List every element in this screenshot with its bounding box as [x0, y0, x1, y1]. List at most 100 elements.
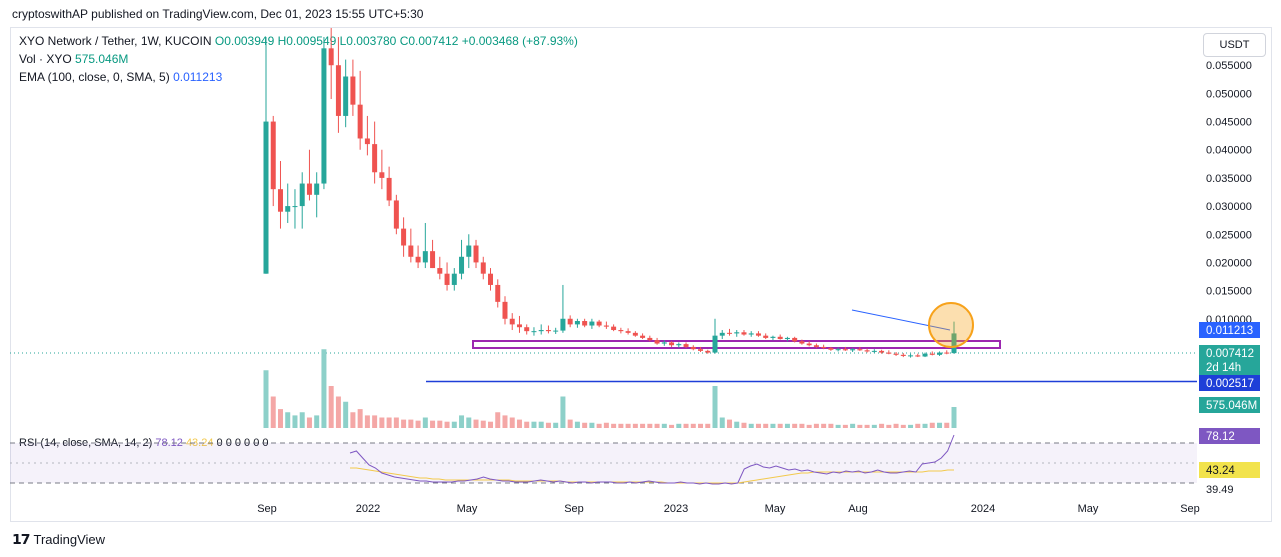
candle-body [589, 321, 595, 326]
rsi-sma-tag-bg [1199, 462, 1260, 478]
candle-body [277, 189, 283, 212]
legend-volume: Vol · XYO 575.046M [19, 52, 128, 66]
candle-body [502, 301, 508, 319]
candle-body [444, 273, 450, 285]
candle-body [480, 262, 486, 274]
volume-bar [784, 423, 790, 428]
y-tick-label: 0.030000 [1206, 201, 1252, 213]
volume-bar [698, 423, 704, 428]
volume-bar [357, 409, 363, 428]
volume-bar [741, 422, 747, 428]
candle-body [314, 183, 320, 195]
ema-label[interactable]: EMA (100, close, 0, SMA, 5) [19, 70, 170, 84]
candle-body [915, 355, 921, 357]
candle-body [842, 349, 848, 351]
x-tick-label: 2023 [664, 503, 688, 515]
candle-body [611, 326, 617, 331]
volume-tag-bg [1199, 397, 1260, 413]
volume-bar [343, 401, 349, 428]
candle-body [828, 348, 834, 350]
volume-label[interactable]: Vol · XYO [19, 52, 72, 66]
volume-bar [864, 424, 870, 428]
y-tick-label: 0.025000 [1206, 229, 1252, 241]
candle-body [509, 318, 515, 325]
volume-tag: 575.046M [1206, 400, 1257, 412]
ema-price-tag: 0.011213 [1206, 325, 1253, 337]
x-tick-label: May [765, 503, 786, 515]
candle-body [270, 121, 276, 190]
y-tick-label: 0.055000 [1206, 60, 1252, 72]
volume-bar [582, 422, 588, 428]
volume-bar [886, 424, 892, 428]
volume-bar [328, 386, 334, 428]
volume-bar [908, 424, 914, 428]
candle-body [879, 350, 885, 353]
x-tick-label: May [1078, 503, 1099, 515]
volume-bar [292, 415, 298, 428]
volume-bar [922, 423, 928, 428]
candle-body [654, 340, 660, 344]
volume-bar [466, 417, 472, 428]
legend-ema: EMA (100, close, 0, SMA, 5) 0.011213 [19, 70, 222, 84]
volume-bar [879, 423, 885, 428]
x-tick-label: Aug [848, 503, 868, 515]
candle-body [908, 355, 914, 357]
y-tick-label: 0.040000 [1206, 145, 1252, 157]
candle-body [328, 48, 334, 66]
candle-body [734, 332, 740, 334]
candle-body [777, 336, 783, 340]
candle-body [495, 284, 501, 302]
volume-bar [415, 420, 421, 428]
rsi-value-tag-bg [1199, 428, 1260, 444]
candle-body [618, 330, 624, 332]
volume-bar [669, 424, 675, 428]
rsi-value: 78.12 [155, 437, 183, 449]
volume-bar [430, 420, 436, 428]
candle-body [625, 331, 631, 333]
candle-body [871, 350, 877, 352]
rsi-line [349, 434, 955, 485]
candle-body [263, 121, 269, 274]
candle-body [712, 335, 718, 353]
support-price-tag-bg [1199, 375, 1260, 391]
candle-body [806, 343, 812, 346]
volume-bar [937, 422, 943, 428]
candle-body [690, 346, 696, 350]
ohlc-values: O0.003949 H0.009549 L0.003780 C0.007412 … [214, 34, 578, 48]
candle-body [922, 353, 928, 357]
volume-bar [488, 421, 494, 428]
candle-body [386, 177, 392, 201]
currency-button[interactable]: USDT [1203, 33, 1266, 57]
volume-bar [792, 423, 798, 428]
volume-bar [277, 409, 283, 428]
candle-body [531, 331, 537, 333]
volume-bar [755, 423, 761, 428]
candle-body [401, 228, 407, 246]
volume-bar [386, 417, 392, 428]
candle-body [415, 256, 421, 263]
last-price-tag-bg [1199, 345, 1260, 375]
ema-price-tag-bg [1199, 322, 1260, 338]
candle-body [676, 344, 682, 346]
candle-body [335, 65, 341, 116]
symbol-title[interactable]: XYO Network / Tether, 1W, KUCOIN [19, 34, 212, 48]
candle-body [763, 335, 769, 338]
candle-body [683, 344, 689, 347]
candle-body [372, 144, 378, 173]
volume-bar [444, 421, 450, 428]
volume-bar [777, 423, 783, 428]
volume-bar [335, 396, 341, 428]
candle-body [538, 330, 544, 332]
volume-bar [763, 423, 769, 428]
candle-body [422, 251, 428, 263]
volume-bar [451, 421, 457, 428]
volume-bar [263, 370, 269, 428]
volume-bar [806, 424, 812, 428]
volume-bar [900, 424, 906, 428]
volume-bar [821, 423, 827, 428]
volume-bar [748, 423, 754, 428]
support-price-tag: 0.002517 [1206, 378, 1254, 390]
volume-bar [719, 417, 725, 428]
candle-body [574, 321, 580, 325]
